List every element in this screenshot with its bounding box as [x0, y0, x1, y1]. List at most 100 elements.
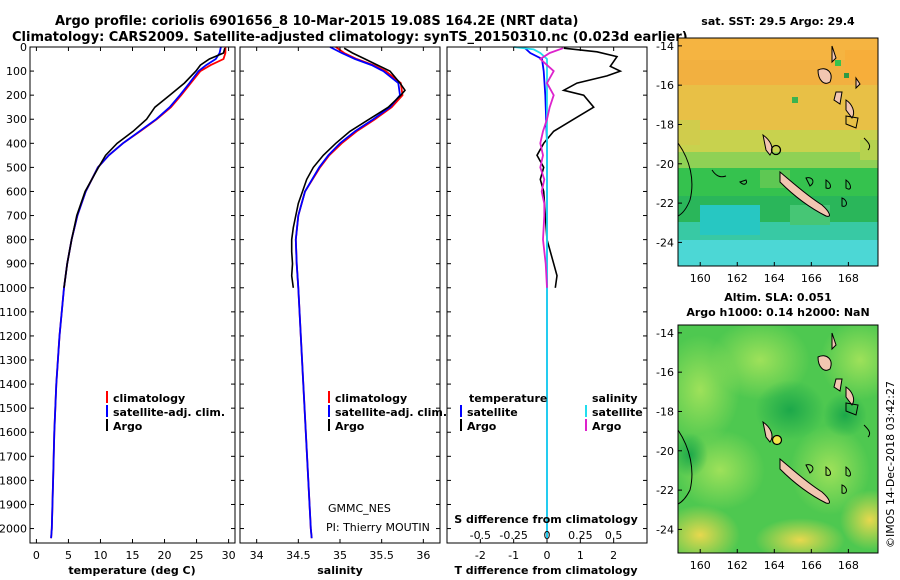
title-line-1: Argo profile: coriolis 6901656_8 10-Mar-… — [55, 14, 578, 29]
lon-tick-label: 168 — [838, 272, 859, 285]
sst-field — [678, 38, 878, 266]
lat-tick-label: -24 — [656, 236, 674, 249]
lat-tick-label: -22 — [656, 197, 674, 210]
lon-tick-label: 166 — [801, 272, 822, 285]
lon-tick-label: 160 — [690, 272, 711, 285]
depth-tick-label: 200 — [6, 89, 27, 102]
lat-tick-label: -16 — [656, 366, 674, 379]
lat-tick-label: -24 — [656, 523, 674, 536]
s-difference-label: S difference from climatology — [454, 513, 638, 526]
depth-tick-label: 800 — [6, 234, 27, 247]
series-line-satellite-adj-clim- — [294, 46, 401, 539]
sla-map-title-1: Altim. SLA: 0.051 — [724, 291, 831, 304]
series-line-satellite-adj-clim- — [50, 46, 222, 539]
temperature-legend: climatology satellite-adj. clim. Argo — [106, 391, 225, 433]
legend-s-satellite-label: satellite — [592, 406, 643, 419]
depth-tick-label: 400 — [6, 137, 27, 150]
s-tick-label: -0.5 — [470, 529, 491, 542]
depth-tick-label: 1900 — [0, 498, 27, 511]
x-tick-label: 34 — [250, 549, 264, 562]
difference-panel: -2 -1 0 1 2 -0.5 -0.25 0 0.25 0.5 S difference f… — [446, 46, 648, 577]
legend-satellite-label: satellite-adj. clim. — [113, 406, 225, 419]
sst-map-title: sat. SST: 29.5 Argo: 29.4 — [701, 15, 855, 28]
depth-tick-label: 0 — [20, 41, 27, 54]
legend-s-argo-label: Argo — [592, 420, 622, 433]
s-tick-label: 0 — [544, 529, 551, 542]
x-tick-label: 1 — [577, 549, 584, 562]
t-difference-xlabel: T difference from climatology — [454, 564, 637, 577]
x-tick-label: 35 — [333, 549, 347, 562]
depth-tick-label: 1100 — [0, 306, 27, 319]
legend-temperature-title: temperature — [469, 392, 547, 405]
sst-map-frame — [677, 37, 879, 267]
sla-map: Altim. SLA: 0.051 Argo h1000: 0.14 h2000… — [656, 291, 879, 572]
lat-tick-label: -16 — [656, 79, 674, 92]
depth-tick-label: 1600 — [0, 426, 27, 439]
s-tick-label: 0.5 — [605, 529, 623, 542]
depth-axis: 0 100 200 300 400 500 600 700 800 900 1000 1100 1200… — [0, 41, 27, 536]
credit-stamp: ©IMOS 14-Dec-2018 03:42:27 — [884, 381, 897, 548]
salinity-xlabel: salinity — [317, 564, 363, 577]
lat-tick-label: -20 — [656, 158, 674, 171]
lat-tick-label: -22 — [656, 484, 674, 497]
argo-position-marker-sla — [771, 434, 783, 446]
series-line-s-argo — [538, 47, 564, 288]
lat-tick-label: -18 — [656, 405, 674, 418]
legend-argo-label: Argo — [335, 420, 365, 433]
series-line-argo — [290, 47, 407, 288]
sla-map-title-2: Argo h1000: 0.14 h2000: NaN — [686, 306, 869, 319]
lat-tick-label: -14 — [656, 327, 674, 340]
series-line-t-satellite — [523, 46, 548, 539]
depth-tick-label: 1000 — [0, 282, 27, 295]
legend-argo-label: Argo — [113, 420, 143, 433]
x-tick-label: 25 — [190, 549, 204, 562]
sla-map-frame — [677, 324, 879, 554]
series-line-s-satellite — [513, 46, 548, 539]
legend-climatology-label: climatology — [113, 392, 185, 405]
salinity-panel: 34 34.5 35 35.5 36 salinity climatology sate… — [239, 46, 447, 577]
difference-legend: temperature satellite Argo salinity sate… — [460, 392, 643, 433]
annotation-pi: PI: Thierry MOUTIN — [326, 521, 430, 534]
depth-tick-label: 2000 — [0, 523, 27, 536]
s-tick-label: -0.25 — [499, 529, 527, 542]
legend-climatology-label: climatology — [335, 392, 407, 405]
series-line-t-argo — [536, 47, 623, 288]
lon-tick-label: 160 — [690, 559, 711, 572]
depth-tick-label: 300 — [6, 113, 27, 126]
legend-t-argo-label: Argo — [467, 420, 497, 433]
lat-tick-label: -20 — [656, 445, 674, 458]
x-tick-label: 20 — [158, 549, 172, 562]
annotation-gmmc: GMMC_NES — [328, 502, 391, 515]
depth-tick-label: 1800 — [0, 474, 27, 487]
x-tick-label: 36 — [416, 549, 430, 562]
x-tick-label: -2 — [475, 549, 486, 562]
depth-tick-label: 1400 — [0, 378, 27, 391]
x-tick-label: 5 — [65, 549, 72, 562]
x-tick-label: 30 — [222, 549, 236, 562]
argo-position-marker — [770, 144, 782, 156]
depth-tick-label: 700 — [6, 210, 27, 223]
title-line-2: Climatology: CARS2009. Satellite-adjuste… — [12, 30, 688, 45]
lon-tick-label: 166 — [801, 559, 822, 572]
lon-tick-label: 162 — [727, 272, 748, 285]
series-line-climatology — [294, 46, 404, 539]
x-tick-label: 35.5 — [369, 549, 394, 562]
depth-tick-label: 600 — [6, 185, 27, 198]
legend-t-satellite-label: satellite — [467, 406, 518, 419]
lon-tick-label: 164 — [764, 272, 785, 285]
sla-field — [678, 325, 878, 553]
depth-tick-label: 1500 — [0, 402, 27, 415]
depth-tick-label: 1300 — [0, 354, 27, 367]
series-line-climatology — [50, 47, 227, 539]
temperature-xlabel: temperature (deg C) — [68, 564, 195, 577]
x-tick-label: 0 — [33, 549, 40, 562]
x-tick-label: 15 — [126, 549, 140, 562]
x-tick-label: 10 — [93, 549, 107, 562]
lon-tick-label: 168 — [838, 559, 859, 572]
depth-tick-label: 1700 — [0, 450, 27, 463]
legend-salinity-title: salinity — [592, 392, 638, 405]
x-tick-label: 34.5 — [286, 549, 311, 562]
legend-satellite-label: satellite-adj. clim. — [335, 406, 447, 419]
lat-tick-label: -14 — [656, 40, 674, 53]
